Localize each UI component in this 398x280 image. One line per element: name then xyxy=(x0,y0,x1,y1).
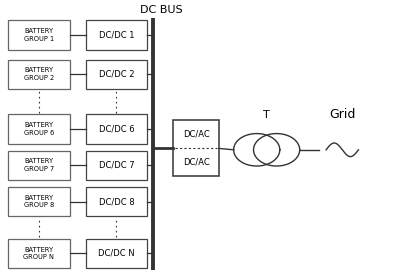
Bar xyxy=(173,120,219,176)
Bar xyxy=(86,239,147,268)
Bar xyxy=(86,60,147,89)
Bar xyxy=(86,114,147,143)
Text: BATTERY
GROUP 6: BATTERY GROUP 6 xyxy=(23,122,54,136)
Text: Grid: Grid xyxy=(329,108,355,121)
Text: DC/DC N: DC/DC N xyxy=(98,249,135,258)
Bar xyxy=(86,151,147,180)
Bar xyxy=(8,239,70,268)
Text: DC/AC: DC/AC xyxy=(183,158,209,167)
Text: DC/DC 6: DC/DC 6 xyxy=(99,124,134,133)
Bar xyxy=(8,187,70,216)
Bar xyxy=(8,20,70,50)
Text: BATTERY
GROUP 8: BATTERY GROUP 8 xyxy=(23,195,54,208)
Text: DC BUS: DC BUS xyxy=(140,5,183,15)
Text: T: T xyxy=(263,110,270,120)
Bar xyxy=(8,151,70,180)
Text: BATTERY
GROUP 7: BATTERY GROUP 7 xyxy=(23,158,54,172)
Circle shape xyxy=(234,134,280,166)
Text: DC/DC 8: DC/DC 8 xyxy=(99,197,134,206)
Text: DC/DC 7: DC/DC 7 xyxy=(99,161,134,170)
Circle shape xyxy=(254,134,300,166)
Bar xyxy=(8,60,70,89)
Text: DC/DC 1: DC/DC 1 xyxy=(99,31,134,39)
Text: BATTERY
GROUP 2: BATTERY GROUP 2 xyxy=(23,67,54,81)
Text: DC/DC 2: DC/DC 2 xyxy=(99,70,134,79)
Text: BATTERY
GROUP N: BATTERY GROUP N xyxy=(23,247,54,260)
Text: BATTERY
GROUP 1: BATTERY GROUP 1 xyxy=(24,28,54,42)
Bar xyxy=(86,20,147,50)
Text: DC/AC: DC/AC xyxy=(183,130,209,139)
Bar xyxy=(8,114,70,143)
Circle shape xyxy=(319,134,365,166)
Bar xyxy=(86,187,147,216)
